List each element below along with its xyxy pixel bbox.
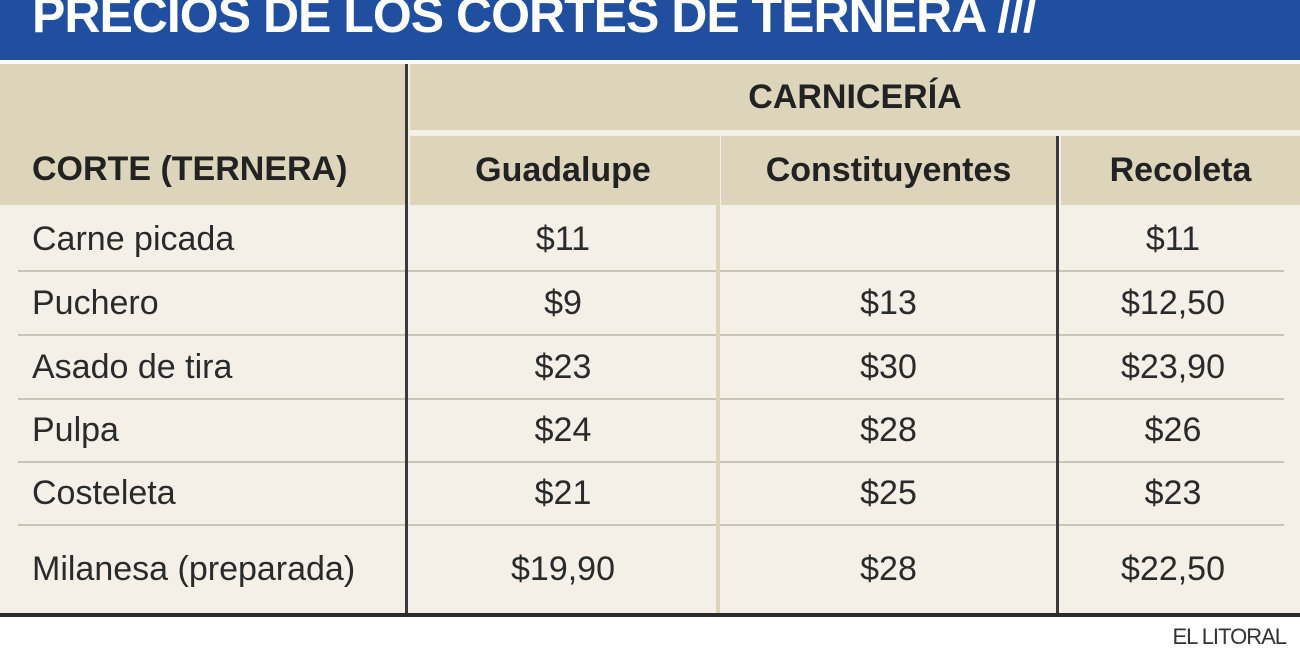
price-cell: $25 [860,474,917,512]
column-header: Guadalupe [410,136,716,205]
row-label: Puchero [32,283,159,322]
price-table: CORTE (TERNERA) CARNICERÍA Guadalupe Consti… [0,64,1300,617]
column-rule [716,136,720,615]
row-label: Milanesa (preparada) [32,549,356,588]
price-cell: $11 [1145,219,1201,258]
row-label: Costeleta [32,474,176,512]
title: PRECIOS DE LOS CORTES DE TERNERA /// [32,0,1037,43]
row-rule [18,461,1284,463]
group-header: CARNICERÍA [410,64,1300,130]
price-cell: $28 [860,411,917,449]
price-cell: $28 [860,549,917,588]
column-header: Recoleta [1061,136,1300,205]
row-rule [18,334,1284,336]
price-cell: $26 [1144,411,1202,449]
source: EL LITORAL [1172,624,1287,649]
row-label: Carne picada [32,219,235,258]
price-cell: $23 [1144,474,1202,512]
price-cell: $23,90 [1121,347,1225,386]
price-cell: $13 [860,283,917,322]
price-cell: $11 [535,219,591,258]
row-rule [18,398,1284,400]
price-cell: $12,50 [1121,283,1225,322]
row-label: Asado de tira [32,347,233,386]
price-cell: $23 [534,347,592,386]
title-banner: PRECIOS DE LOS CORTES DE TERNERA /// [0,0,1300,60]
corner-header: CORTE (TERNERA) [0,64,405,205]
price-cell: $24 [534,411,592,449]
price-cell: $30 [860,347,917,386]
row-rule [18,270,1284,272]
price-cell: $19,90 [511,549,615,588]
row-rule [18,524,1284,526]
row-label: Pulpa [32,411,119,449]
column-rule [405,64,408,615]
header-rule [410,130,1300,135]
price-cell: $21 [534,474,592,512]
column-rule [1056,136,1059,615]
price-cell: $22,50 [1121,549,1225,588]
column-header: Constituyentes [721,136,1056,205]
bottom-rule [0,613,1300,617]
price-cell: $9 [544,283,582,322]
price-cell [721,207,1056,271]
